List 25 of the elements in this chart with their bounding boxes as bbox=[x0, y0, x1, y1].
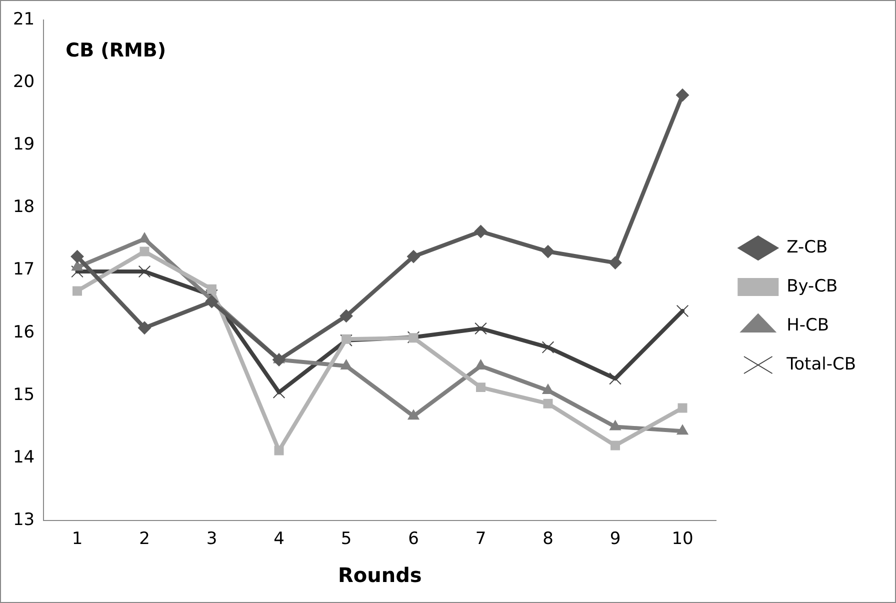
x-tick-label: 4 bbox=[274, 529, 284, 550]
legend-label: Z-CB bbox=[786, 237, 828, 258]
x-tick-label: 3 bbox=[206, 529, 218, 550]
y-tick-label: 14 bbox=[12, 447, 35, 468]
x-axis-title: Rounds bbox=[338, 563, 422, 588]
y-tick-label: 16 bbox=[12, 322, 35, 342]
x-tick-label: 9 bbox=[610, 529, 621, 550]
y-tick-label: 13 bbox=[12, 510, 35, 530]
y-tick-label: 19 bbox=[12, 134, 35, 155]
y-tick-label: 18 bbox=[12, 197, 35, 218]
legend-label: Total-CB bbox=[786, 354, 856, 374]
legend-label: H-CB bbox=[786, 315, 830, 336]
y-axis-title: CB (RMB) bbox=[66, 39, 166, 62]
legend-label: By-CB bbox=[786, 276, 838, 296]
y-tick-label: 20 bbox=[12, 72, 35, 92]
x-tick-label: 7 bbox=[475, 529, 486, 550]
x-tick-label: 2 bbox=[139, 529, 150, 550]
x-tick-label: 6 bbox=[408, 529, 419, 550]
x-tick-label: 10 bbox=[672, 529, 694, 550]
y-tick-label: 21 bbox=[12, 9, 35, 30]
x-tick-label: 5 bbox=[340, 529, 352, 550]
y-tick-label: 17 bbox=[12, 260, 35, 280]
x-tick-label: 8 bbox=[542, 529, 554, 550]
y-tick-label: 15 bbox=[12, 384, 35, 405]
x-tick-label: 1 bbox=[72, 529, 83, 550]
